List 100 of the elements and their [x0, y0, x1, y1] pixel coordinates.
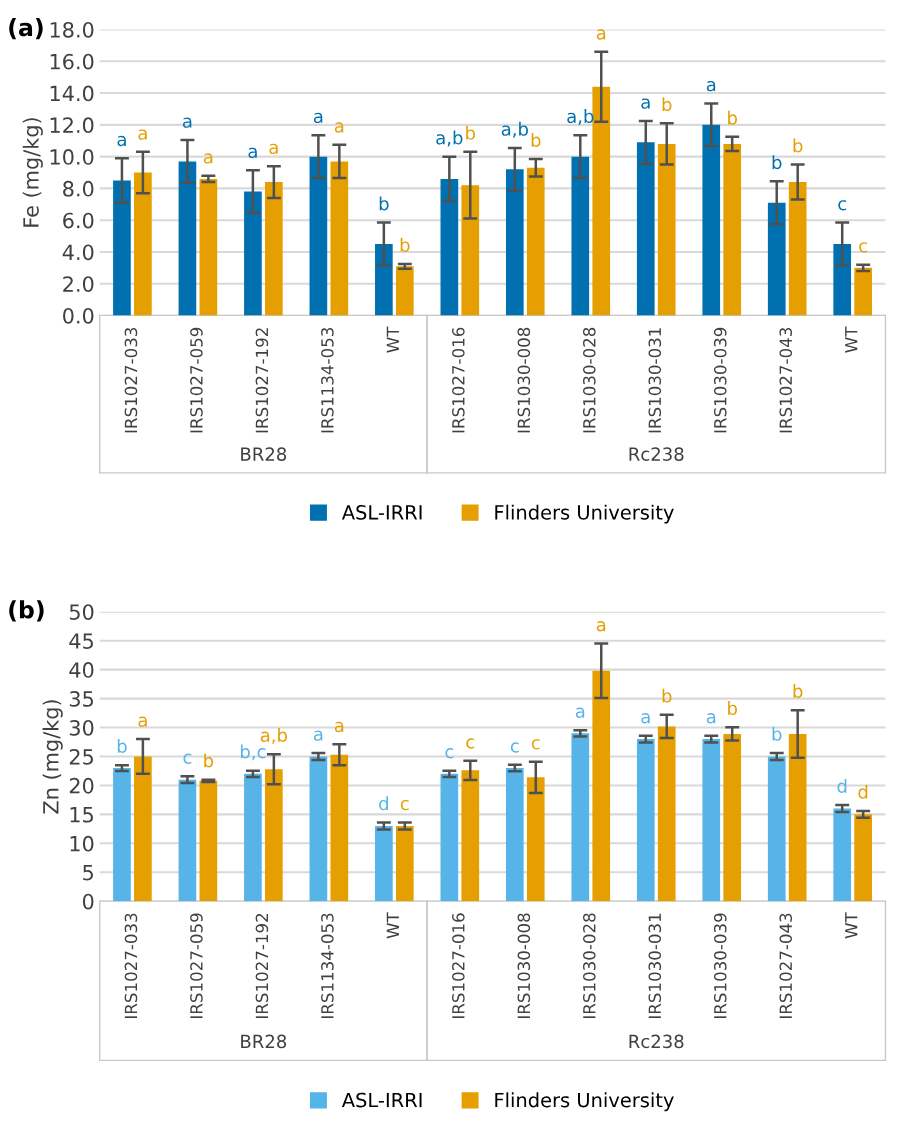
bar	[636, 739, 655, 902]
bar	[178, 161, 197, 316]
data-label: a	[334, 721, 344, 733]
y-tick-label: 0.0	[63, 307, 94, 324]
x-tick-label: IRS1027-033	[124, 913, 138, 1018]
chart-title: (b)	[9, 600, 44, 622]
bar	[702, 124, 721, 316]
data-label: c	[531, 739, 540, 750]
bar	[723, 733, 742, 902]
bar	[854, 814, 872, 902]
data-label: a	[706, 713, 716, 724]
bar	[854, 267, 872, 316]
y-tick-label: 2.0	[63, 276, 94, 292]
bar	[636, 142, 655, 316]
bar	[788, 182, 807, 316]
x-tick-label: IRS1027-192	[255, 913, 269, 1018]
bar	[375, 244, 393, 316]
bar	[723, 143, 742, 316]
legend-label: Flinders University	[495, 504, 674, 524]
bar	[134, 756, 152, 902]
y-tick-label: 10	[70, 835, 94, 852]
y-tick-label: 16.0	[50, 53, 94, 70]
text: BR28	[241, 447, 287, 461]
data-label: b	[400, 237, 410, 252]
x-tick-label: WT	[386, 326, 399, 353]
bar	[526, 777, 545, 902]
data-label: a	[596, 621, 606, 632]
bar	[309, 156, 328, 316]
data-label: b	[728, 701, 737, 716]
data-label: d	[837, 778, 847, 793]
bar	[833, 808, 852, 902]
data-label: a	[641, 98, 650, 109]
data-label: c	[510, 742, 519, 753]
data-label: a	[706, 80, 716, 92]
bar	[134, 172, 152, 316]
bar	[702, 739, 721, 902]
y-axis-title: Fe (mg/kg)	[22, 118, 43, 227]
y-axis-title: Zn (mg/kg)	[42, 700, 63, 814]
data-label: b	[793, 684, 803, 698]
y-tick-label: 35	[69, 691, 93, 707]
bar	[244, 773, 262, 902]
y-tick-label: 15	[70, 807, 93, 823]
x-tick-label: IRS1030-039	[713, 913, 727, 1018]
y-tick-label: 40	[69, 662, 94, 678]
x-tick-label: WT	[386, 912, 399, 939]
x-tick-label: IRS1027-059	[190, 913, 203, 1018]
y-tick-label: 18.0	[50, 21, 94, 38]
bar	[461, 770, 480, 902]
bar	[788, 733, 807, 902]
data-label: b	[379, 196, 389, 211]
data-label: b	[662, 688, 672, 703]
y-tick-label: 5	[83, 864, 93, 881]
x-tick-label: IRS1030-008	[517, 327, 531, 433]
bar	[178, 779, 197, 902]
text: Rc238	[629, 1034, 684, 1049]
x-tick-label: IRS1134-053	[321, 327, 334, 433]
data-label: c	[466, 738, 475, 749]
y-tick-label: 8.0	[63, 180, 94, 197]
x-tick-label: IRS1030-028	[583, 913, 596, 1018]
y-tick-label: 45	[69, 633, 93, 649]
data-label: b	[772, 726, 782, 741]
x-tick-label: IRS1027-016	[452, 913, 465, 1018]
data-label: a	[641, 713, 650, 724]
data-label: b	[662, 97, 672, 112]
data-label: b	[772, 155, 782, 170]
y-tick-label: 12.0	[50, 117, 94, 134]
data-label: d	[379, 796, 388, 811]
bar	[265, 182, 283, 316]
bar	[330, 161, 349, 316]
data-label: a	[138, 129, 147, 140]
data-label: a	[117, 135, 126, 147]
bar	[526, 167, 545, 316]
bar	[440, 773, 459, 902]
bar	[592, 86, 611, 316]
data-label: b	[793, 138, 803, 153]
x-tick-label: IRS1134-053	[321, 913, 334, 1018]
legend-label: ASL-IRRI	[341, 504, 422, 520]
bar	[395, 825, 414, 902]
data-label: c	[445, 748, 454, 759]
bar	[330, 754, 349, 902]
data-label: b	[466, 125, 476, 140]
bar	[244, 191, 262, 316]
x-tick-label: IRS1027-192	[255, 328, 269, 433]
bar	[309, 756, 328, 902]
data-label: a,b	[436, 130, 463, 147]
x-tick-label: WT	[845, 326, 858, 353]
x-tick-label: IRS1030-008	[517, 913, 531, 1018]
bar	[440, 178, 459, 316]
data-label: a	[269, 143, 278, 155]
data-label: b	[728, 110, 737, 125]
data-label: a	[575, 707, 585, 718]
data-label: a	[313, 112, 323, 124]
text: Rc238	[629, 447, 684, 461]
data-label: a	[182, 117, 192, 128]
bar	[657, 143, 676, 316]
x-tick-label: IRS1027-043	[779, 913, 793, 1018]
y-tick-label: 10.0	[50, 149, 94, 165]
data-label: a	[203, 153, 213, 164]
bar	[461, 185, 480, 316]
data-label: a	[248, 147, 257, 159]
